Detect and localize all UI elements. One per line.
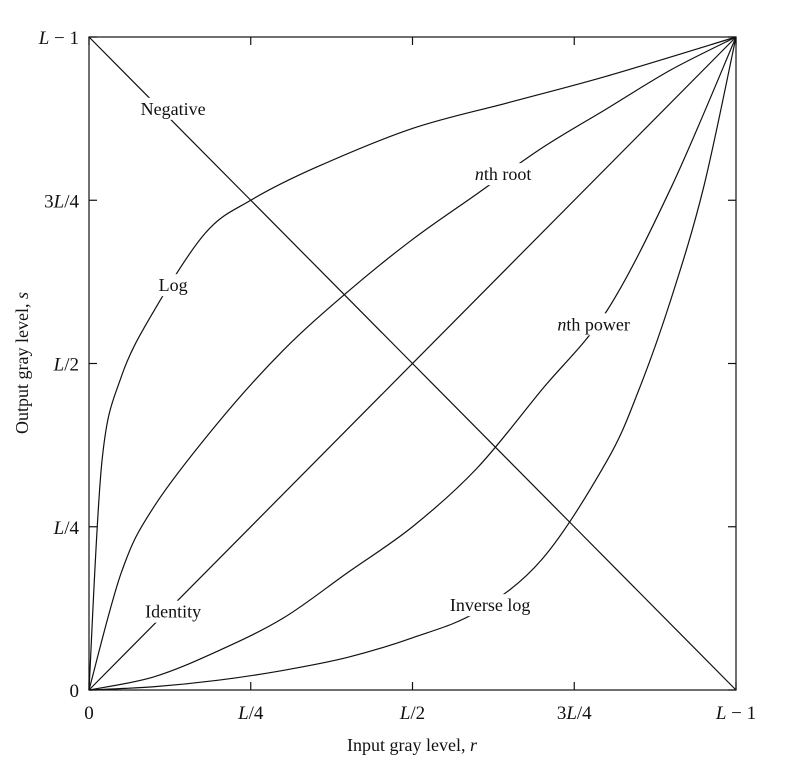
curve-label-identity: Identity bbox=[145, 602, 201, 622]
curve-label-log: Log bbox=[159, 275, 188, 295]
x-tick-label: L/4 bbox=[237, 703, 264, 724]
y-tick-label: 3L/4 bbox=[44, 191, 79, 212]
curve-label-backing bbox=[471, 163, 535, 186]
series-line-log bbox=[88, 36, 737, 691]
curve-label-layer: Negative Log nth root Identity nth power Inve… bbox=[137, 97, 633, 623]
curve-layer bbox=[88, 36, 737, 691]
series-line-nth-power bbox=[88, 36, 737, 691]
curve-label-nth-root: nth root bbox=[475, 164, 531, 184]
x-tick-label: 3L/4 bbox=[557, 703, 592, 724]
series-line-identity bbox=[88, 36, 737, 691]
curve-label-inverse-log: Inverse log bbox=[450, 595, 530, 615]
curve-label-backing bbox=[446, 594, 534, 617]
tick-layer bbox=[88, 36, 737, 691]
y-tick-label: L − 1 bbox=[38, 28, 79, 49]
curve-label-nth-power: nth power bbox=[557, 314, 629, 334]
curve-label-backing bbox=[142, 600, 205, 623]
curve-label-backing bbox=[554, 313, 633, 336]
x-tick-label: 0 bbox=[84, 703, 94, 724]
curve-label-negative: Negative bbox=[141, 99, 206, 119]
y-tick-label: L/4 bbox=[53, 518, 80, 539]
curve-label-backing bbox=[137, 97, 209, 120]
y-tick-label: L/2 bbox=[53, 355, 79, 376]
x-tick-label: L − 1 bbox=[715, 703, 756, 724]
x-tick-label: L/2 bbox=[399, 703, 425, 724]
y-axis-title: Output gray level, s bbox=[12, 292, 32, 434]
series-line-nth-root bbox=[88, 36, 737, 691]
x-axis-title: Input gray level, r bbox=[347, 735, 478, 755]
curve-label-backing bbox=[155, 274, 191, 297]
tick-label-layer: 0 L/4 L/2 3L/4 L − 1 0 L/4 L/2 3L/4 L − 1 bbox=[38, 28, 756, 724]
y-tick-label: 0 bbox=[70, 681, 80, 702]
